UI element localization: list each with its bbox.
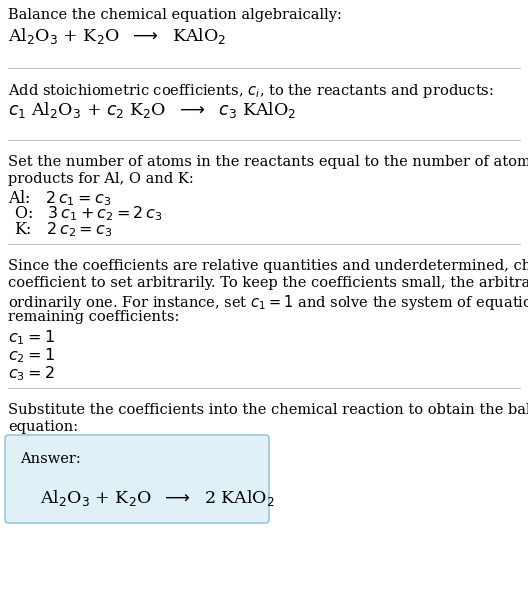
Text: Substitute the coefficients into the chemical reaction to obtain the balanced: Substitute the coefficients into the che… xyxy=(8,403,528,417)
Text: O:   $3\,c_1 + c_2 = 2\,c_3$: O: $3\,c_1 + c_2 = 2\,c_3$ xyxy=(14,204,162,223)
Text: Since the coefficients are relative quantities and underdetermined, choose a: Since the coefficients are relative quan… xyxy=(8,259,528,273)
Text: equation:: equation: xyxy=(8,420,78,434)
Text: Balance the chemical equation algebraically:: Balance the chemical equation algebraica… xyxy=(8,8,342,22)
Text: $c_1$ Al$_2$O$_3$ + $c_2$ K$_2$O  $\longrightarrow$  $c_3$ KAlO$_2$: $c_1$ Al$_2$O$_3$ + $c_2$ K$_2$O $\longr… xyxy=(8,100,296,120)
Text: K:   $2\,c_2 = c_3$: K: $2\,c_2 = c_3$ xyxy=(14,220,112,239)
Text: Set the number of atoms in the reactants equal to the number of atoms in the: Set the number of atoms in the reactants… xyxy=(8,155,528,169)
Text: Al$_2$O$_3$ + K$_2$O  $\longrightarrow$  KAlO$_2$: Al$_2$O$_3$ + K$_2$O $\longrightarrow$ K… xyxy=(8,26,227,46)
Text: coefficient to set arbitrarily. To keep the coefficients small, the arbitrary va: coefficient to set arbitrarily. To keep … xyxy=(8,276,528,290)
Text: $c_1 = 1$: $c_1 = 1$ xyxy=(8,328,55,347)
Text: products for Al, O and K:: products for Al, O and K: xyxy=(8,172,194,186)
Text: Answer:: Answer: xyxy=(20,452,81,466)
FancyBboxPatch shape xyxy=(5,435,269,523)
Text: Al$_2$O$_3$ + K$_2$O  $\longrightarrow$  2 KAlO$_2$: Al$_2$O$_3$ + K$_2$O $\longrightarrow$ 2… xyxy=(40,488,275,508)
Text: ordinarily one. For instance, set $c_1 = 1$ and solve the system of equations fo: ordinarily one. For instance, set $c_1 =… xyxy=(8,293,528,312)
Text: $c_2 = 1$: $c_2 = 1$ xyxy=(8,346,55,365)
Text: Add stoichiometric coefficients, $c_i$, to the reactants and products:: Add stoichiometric coefficients, $c_i$, … xyxy=(8,82,494,100)
Text: $c_3 = 2$: $c_3 = 2$ xyxy=(8,364,54,382)
Text: Al:   $2\,c_1 = c_3$: Al: $2\,c_1 = c_3$ xyxy=(8,188,111,207)
Text: remaining coefficients:: remaining coefficients: xyxy=(8,310,180,324)
